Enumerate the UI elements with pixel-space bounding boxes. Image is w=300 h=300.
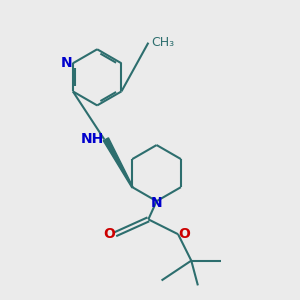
- Text: CH₃: CH₃: [152, 36, 175, 49]
- Text: NH: NH: [80, 132, 104, 146]
- Text: N: N: [61, 56, 73, 70]
- Polygon shape: [103, 138, 133, 188]
- Text: O: O: [103, 227, 115, 241]
- Text: N: N: [151, 196, 162, 210]
- Text: O: O: [179, 227, 190, 241]
